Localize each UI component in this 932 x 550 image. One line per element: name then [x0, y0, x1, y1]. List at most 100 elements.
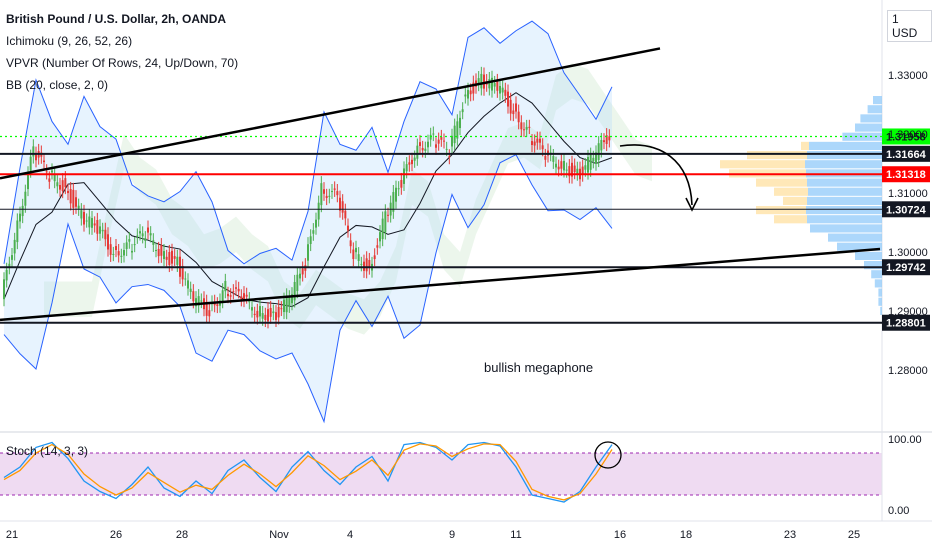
- candle-body: [443, 140, 445, 142]
- price-tick: 1.31000: [888, 188, 928, 200]
- trendline-upper: [0, 47, 661, 180]
- stoch-label[interactable]: Stoch (14, 3, 3): [6, 444, 89, 458]
- candle-body: [187, 280, 189, 289]
- candle-body: [5, 269, 8, 281]
- candle-body: [456, 121, 459, 139]
- candle-body: [165, 256, 168, 260]
- candle-body: [80, 210, 83, 219]
- volume-profile-up: [807, 151, 882, 160]
- candle-body: [181, 265, 184, 280]
- candle-body: [93, 223, 96, 226]
- candle-body: [571, 162, 573, 177]
- indicator-bb[interactable]: BB (20, close, 2, 0): [6, 78, 109, 92]
- candle-body: [461, 109, 464, 113]
- time-tick: 9: [449, 529, 455, 541]
- time-tick: 21: [6, 529, 18, 541]
- volume-profile-up: [878, 288, 882, 297]
- candle-body: [483, 74, 485, 89]
- candle-body: [283, 299, 285, 313]
- candle-body: [277, 306, 280, 318]
- candle-body: [232, 291, 235, 293]
- candle-body: [381, 218, 384, 240]
- candle-body: [176, 256, 179, 265]
- candle-body: [429, 134, 432, 140]
- level-label-4: 1.29742: [886, 262, 926, 274]
- candle-body: [336, 191, 339, 196]
- candle-body: [83, 211, 85, 225]
- candle-body: [229, 295, 232, 297]
- candle-body: [491, 77, 493, 91]
- volume-profile-up: [867, 105, 882, 114]
- candle-body: [77, 205, 80, 209]
- candle-body: [139, 231, 141, 234]
- candle-body: [112, 253, 115, 255]
- candle-body: [256, 310, 259, 318]
- candle-body: [581, 166, 584, 175]
- candle-body: [432, 133, 435, 135]
- candle-body: [392, 192, 395, 212]
- candle-body: [19, 213, 21, 222]
- time-tick: 16: [614, 529, 626, 541]
- candle-body: [608, 136, 611, 141]
- candle-body: [208, 310, 211, 317]
- level-tag-1: [882, 145, 930, 162]
- time-tick: 25: [848, 529, 860, 541]
- candle-body: [440, 136, 443, 140]
- candle-body: [184, 278, 187, 280]
- candle-body: [325, 195, 328, 199]
- candle-body: [317, 202, 320, 220]
- candle-body: [8, 263, 11, 268]
- candle-body: [67, 190, 69, 194]
- candle-body: [309, 236, 312, 244]
- candle-body: [261, 313, 264, 319]
- time-tick: 4: [347, 529, 353, 541]
- candle-body: [368, 260, 371, 268]
- candle-body: [515, 103, 517, 112]
- volume-profile-up: [874, 279, 882, 288]
- candle-body: [120, 255, 123, 257]
- candle-body: [453, 125, 456, 144]
- currency-label[interactable]: 1 USD: [887, 10, 932, 42]
- candle-body: [101, 229, 104, 232]
- candle-body: [568, 166, 571, 177]
- price-tick: 1.33000: [888, 70, 928, 82]
- candle-body: [565, 169, 568, 171]
- candle-body: [205, 301, 208, 316]
- candle-body: [27, 173, 29, 190]
- volume-profile-up: [880, 306, 882, 315]
- candle-body: [451, 135, 453, 147]
- candle-body: [16, 220, 19, 243]
- candle-body: [131, 250, 133, 253]
- candle-body: [275, 312, 277, 320]
- candle-body: [173, 256, 176, 259]
- candle-body: [499, 85, 501, 94]
- candle-body: [405, 164, 408, 172]
- candle-body: [355, 247, 357, 253]
- candle-body: [504, 89, 507, 96]
- volume-profile-up: [810, 224, 882, 233]
- candle-body: [427, 141, 429, 148]
- volume-profile-up: [807, 215, 882, 224]
- candle-body: [597, 143, 600, 160]
- candle-body: [96, 219, 99, 234]
- indicator-ichimoku[interactable]: Ichimoku (9, 26, 52, 26): [6, 34, 133, 48]
- candle-body: [296, 274, 299, 292]
- candle-body: [333, 188, 336, 190]
- candle-body: [240, 296, 243, 300]
- ichimoku-cloud: [44, 63, 652, 335]
- candle-body: [512, 110, 515, 115]
- candle-body: [384, 211, 387, 233]
- level-label-5: 1.28801: [886, 318, 926, 330]
- pattern-annotation: bullish megaphone: [484, 360, 594, 375]
- volume-profile-down: [720, 160, 805, 169]
- volume-profile-down: [747, 151, 807, 160]
- candle-body: [552, 156, 555, 162]
- volume-profile-up: [806, 206, 882, 215]
- level-tag-5: [882, 314, 930, 331]
- price-tick: 1.28000: [888, 365, 928, 377]
- indicator-vpvr[interactable]: VPVR (Number Of Rows, 24, Up/Down, 70): [6, 56, 239, 70]
- symbol-title[interactable]: British Pound / U.S. Dollar, 2h, OANDA: [6, 12, 227, 26]
- candle-body: [61, 180, 64, 192]
- candle-body: [56, 182, 59, 187]
